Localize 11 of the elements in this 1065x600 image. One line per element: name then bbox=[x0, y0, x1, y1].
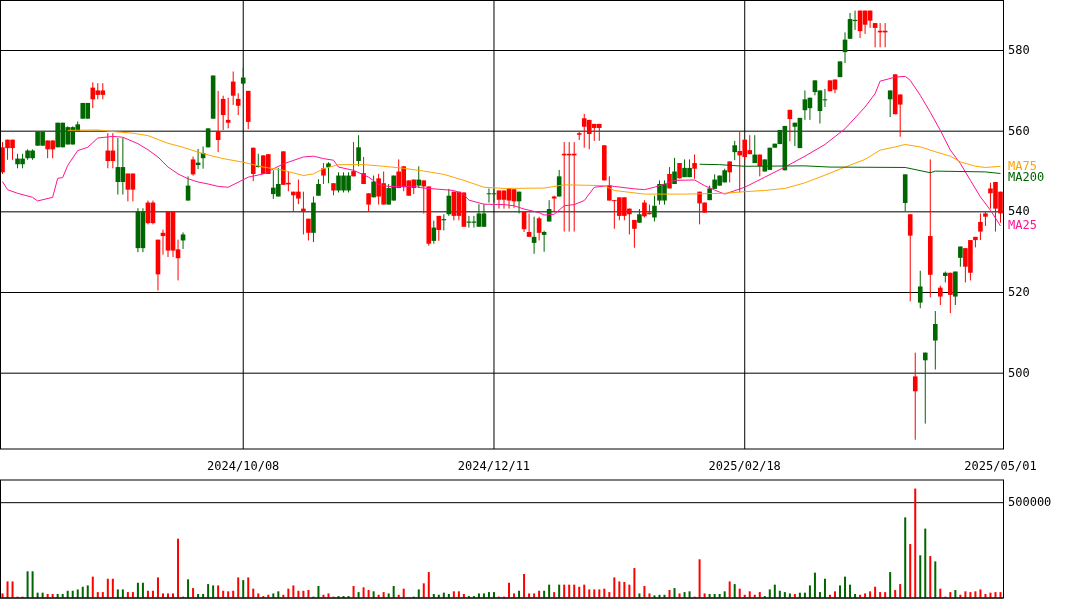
x-tick-label: 2025/02/18 bbox=[708, 458, 781, 473]
y-tick-label: 520 bbox=[1008, 285, 1030, 300]
y-tick-label: 500 bbox=[1008, 365, 1030, 380]
series-label: MA25 bbox=[1008, 218, 1037, 233]
y-tick-label: 500000 bbox=[1008, 495, 1052, 510]
y-tick-label: 580 bbox=[1008, 43, 1030, 58]
y-tick-label: 560 bbox=[1008, 123, 1030, 138]
x-tick-label: 2024/10/08 bbox=[207, 458, 280, 473]
x-tick-label: 2024/12/11 bbox=[457, 458, 531, 473]
x-tick-label: 2025/05/01 bbox=[964, 458, 1037, 473]
y-tick-label: 540 bbox=[1008, 204, 1030, 219]
